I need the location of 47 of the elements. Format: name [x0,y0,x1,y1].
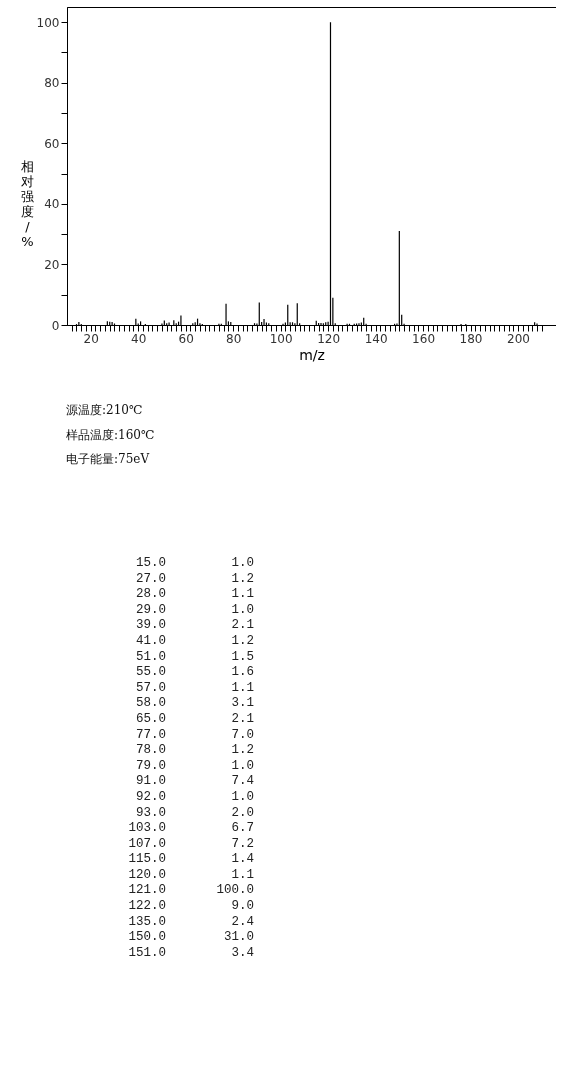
text: 51.0 1.5 [135,649,254,664]
text: 79.0 1.0 [135,758,254,773]
y-tick-label: 0 [51,318,60,333]
text: 57.0 1.1 [135,680,254,695]
y-tick-label: 40 [44,197,60,212]
y-tick-label: 60 [44,136,60,151]
text: 150.0 31.0 [128,930,254,945]
text: 115.0 1.4 [128,852,254,867]
x-tick-label: 100 [269,331,293,346]
x-tick-label: 120 [317,331,341,346]
x-tick-label: 180 [459,331,483,346]
y-tick-label: 20 [44,257,60,272]
text: 15.0 1.0 [135,556,254,570]
text: 92.0 1.0 [135,789,254,804]
text: 58.0 3.1 [135,696,254,711]
x-tick-label: 40 [131,331,147,346]
y-tick-label: 80 [44,76,60,91]
text: 135.0 2.4 [128,914,254,929]
text: 78.0 1.2 [135,743,254,758]
text: 源温度:210℃ [66,402,144,419]
x-tick-label: 140 [364,331,388,346]
text: 41.0 1.2 [135,633,254,648]
text: 91.0 7.4 [135,774,254,789]
x-axis-title: m/z [299,346,325,363]
x-tick-label: 80 [226,331,242,346]
text: 103.0 6.7 [128,821,254,836]
x-tick-label: 60 [178,331,194,346]
text: 29.0 1.0 [135,602,254,617]
text: 65.0 2.1 [135,711,254,726]
text: 样品温度:160℃ [66,426,155,444]
text: 121.0 100.0 [128,883,254,898]
text: 122.0 9.0 [128,899,254,914]
text: 93.0 2.0 [135,805,254,820]
x-tick-label: 160 [412,331,436,346]
x-tick-label: 200 [507,331,530,346]
text: 28.0 1.1 [135,587,254,602]
y-tick-label: 100 [36,15,60,30]
text: 151.0 3.4 [128,945,254,960]
text: 120.0 1.1 [128,867,254,882]
y-axis-title: 相对强度/% [21,158,34,249]
text: 55.0 1.6 [135,665,254,680]
text: 107.0 7.2 [128,836,254,851]
text: 39.0 2.1 [135,618,254,633]
text: 电子能量:75eV [66,451,151,468]
text: 27.0 1.2 [135,571,254,586]
text: 77.0 7.0 [135,727,254,742]
x-tick-label: 20 [83,331,99,346]
